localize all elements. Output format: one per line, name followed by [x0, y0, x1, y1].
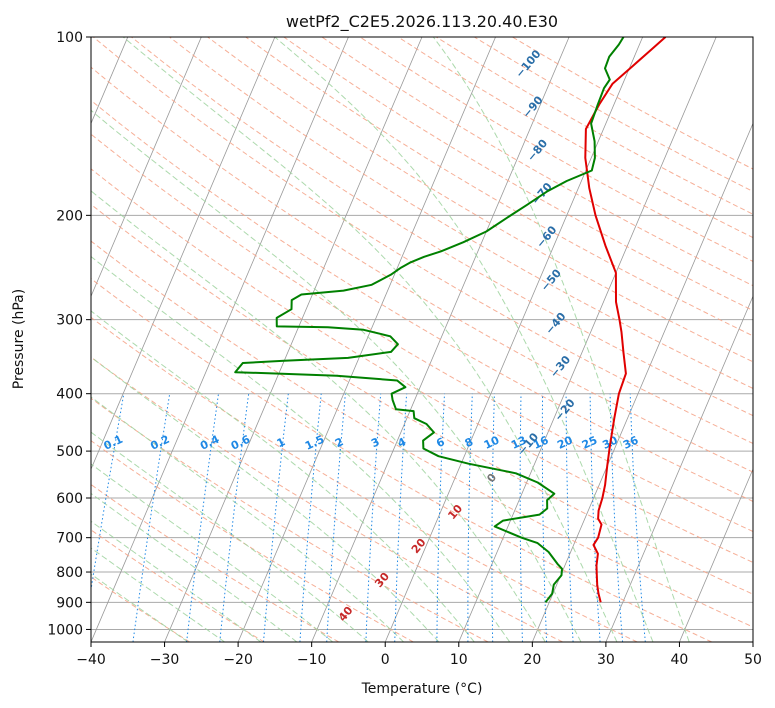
moist-adiabat-line [91, 520, 262, 642]
x-tick-label: −40 [76, 652, 106, 668]
mixing-ratio-line [394, 393, 408, 642]
moist-adiabat-line [91, 463, 334, 642]
dry-adiabat-line [91, 356, 563, 642]
isotherm-line [91, 37, 276, 471]
x-tick-label: 50 [744, 652, 762, 668]
x-tick-label: −20 [223, 652, 253, 668]
isotherm-line [458, 37, 717, 642]
isotherm-line [164, 37, 423, 642]
mixing-ratio-line [91, 393, 125, 593]
temperature-line [584, 37, 667, 603]
dry-adiabat-line [91, 203, 753, 595]
x-tick-label: 40 [671, 652, 689, 668]
dewpoint-line [234, 37, 625, 603]
y-axis-ticks: 100 200 300 400 500 600 700 800 900 1000 [47, 30, 91, 638]
mixing-ratio-lines [91, 393, 646, 642]
isotherm-line [237, 37, 496, 642]
dry-adiabats [91, 37, 753, 642]
mixing-ratio-label: 25 [580, 434, 599, 452]
isotherm-line [91, 37, 202, 298]
mixing-ratio-label: 13 [509, 434, 528, 452]
mixing-ratio-line [629, 393, 646, 642]
mixing-ratio-line [565, 393, 574, 642]
mixing-ratio-line [365, 393, 382, 642]
y-tick-label: 1000 [47, 622, 83, 638]
dry-adiabat-line [169, 37, 753, 389]
mixing-ratio-line [519, 393, 523, 642]
dry-adiabat-line [207, 37, 753, 363]
moist-adiabat-line [91, 109, 582, 642]
mixing-ratio-line [467, 393, 473, 642]
dry-adiabat-line [91, 397, 489, 642]
x-tick-label: −30 [150, 652, 180, 668]
plot-frame [90, 36, 754, 643]
mixing-ratio-line [326, 393, 346, 642]
dry-adiabat-line [91, 278, 713, 642]
mixing-ratio-label: 10 [482, 433, 502, 451]
x-axis-ticks: −40 −30 −20 −10 0 10 20 30 40 50 [76, 642, 762, 668]
y-tick-label: 500 [56, 444, 83, 460]
dry-adiabat-line [91, 483, 340, 642]
mixing-ratio-line [436, 393, 445, 642]
mixing-ratio-label: 16 [531, 433, 551, 451]
mixing-ratio-line [299, 393, 322, 642]
moist-adiabat-line [91, 547, 225, 642]
dry-adiabat-line [91, 440, 414, 642]
moist-adiabat-line [91, 573, 189, 642]
isotherm-line [531, 122, 753, 642]
isotherm-line [605, 295, 753, 642]
mixing-ratio-line [541, 393, 548, 642]
moist-adiabat-line [91, 310, 475, 642]
mixing-ratio-line [186, 393, 219, 642]
x-tick-label: 0 [381, 652, 390, 668]
moist-adiabat-line [91, 255, 511, 642]
mixing-ratio-label: 20 [555, 433, 575, 451]
dry-adiabat-line [91, 240, 753, 628]
moist-adiabat-line [91, 356, 440, 642]
isotherm-line [679, 468, 753, 642]
dry-adiabat-line [91, 168, 753, 563]
x-tick-label: 30 [597, 652, 615, 668]
isotherm-line [384, 37, 644, 642]
mixing-ratio-line [491, 393, 495, 642]
mixing-ratio-line [589, 393, 601, 642]
y-axis-label: Pressure (hPa) [11, 289, 27, 389]
y-tick-label: 700 [56, 531, 83, 547]
dry-adiabat-line [131, 37, 753, 417]
mixing-ratio-label: 36 [621, 433, 641, 451]
x-tick-label: 10 [450, 652, 468, 668]
mixing-ratio-line [132, 393, 171, 642]
x-axis-label: Temperature (°C) [361, 681, 483, 697]
y-tick-label: 300 [56, 313, 83, 329]
y-tick-label: 100 [56, 30, 83, 46]
moist-adiabat-line [91, 190, 546, 642]
y-tick-label: 600 [56, 491, 83, 507]
moist-adiabat-line [91, 396, 404, 642]
isotherm-line [91, 37, 349, 642]
mixing-ratio-line [263, 393, 289, 642]
moist-adiabat-line [274, 37, 654, 642]
chart-title: wetPf2_C2E5.2026.113.20.40.E30 [286, 12, 558, 32]
moist-adiabat-line [432, 37, 690, 642]
dry-adiabat-line [91, 529, 265, 642]
y-tick-label: 800 [56, 565, 83, 581]
y-tick-label: 200 [56, 208, 83, 224]
sounding-series [234, 37, 667, 603]
y-tick-label: 900 [56, 595, 83, 611]
dry-adiabat-line [91, 133, 753, 533]
x-tick-label: 20 [523, 652, 541, 668]
moist-adiabat-line [91, 431, 369, 642]
mixing-ratio-line [609, 393, 624, 642]
dry-adiabat-line [91, 99, 753, 502]
x-tick-label: −10 [297, 652, 327, 668]
y-tick-label: 400 [56, 387, 83, 403]
mixing-ratio-line [219, 393, 250, 642]
dry-adiabat-line [91, 316, 638, 642]
